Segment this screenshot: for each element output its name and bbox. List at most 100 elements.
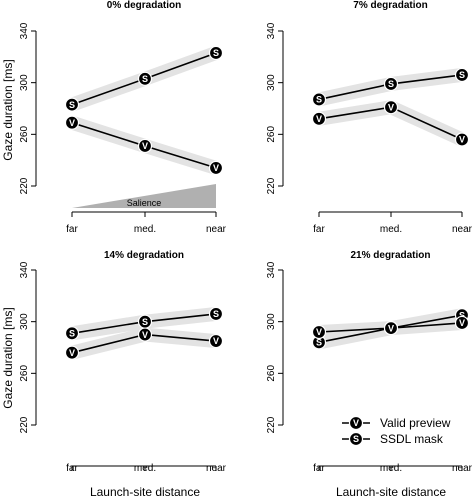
y-tick-label: 260 <box>19 365 30 382</box>
data-point-marker: S <box>142 74 148 84</box>
x-tick-label: med. <box>380 224 402 235</box>
y-tick-label: 260 <box>266 126 277 143</box>
x-axis-title: Launch-site distance <box>90 485 200 499</box>
y-tick-label: 300 <box>266 313 277 330</box>
panel-title: 21% degradation <box>350 250 430 261</box>
data-point-marker: V <box>213 336 219 346</box>
y-tick-label: 260 <box>266 365 277 382</box>
x-tick-label: far <box>66 463 78 474</box>
data-point <box>454 132 470 147</box>
y-tick-label: 300 <box>19 74 30 91</box>
data-point <box>208 160 224 176</box>
legend-label: Valid preview <box>380 416 451 430</box>
legend-label: SSDL mask <box>380 432 444 446</box>
data-point <box>383 100 399 115</box>
x-tick-label: far <box>313 224 325 235</box>
data-point <box>64 115 80 130</box>
x-tick-label: near <box>452 224 473 235</box>
y-tick-label: 340 <box>19 22 30 39</box>
data-point-marker: V <box>213 163 219 173</box>
y-tick-label: 340 <box>19 261 30 278</box>
series-s: S S S <box>64 45 224 112</box>
data-point-marker: V <box>316 327 322 337</box>
y-tick-label: 260 <box>19 126 30 143</box>
data-point-marker: S <box>69 328 75 338</box>
data-point-marker: S <box>213 309 219 319</box>
data-point <box>383 76 399 92</box>
data-point-marker: V <box>69 118 75 128</box>
x-tick-label: near <box>206 463 227 474</box>
x-tick-label: near <box>206 224 227 235</box>
data-point-marker: V <box>69 348 75 358</box>
data-point <box>208 333 224 349</box>
panel-title: 7% degradation <box>353 0 427 11</box>
x-axis-title: Launch-site distance <box>336 485 446 499</box>
panel-title: 14% degradation <box>104 250 184 261</box>
y-tick-label: 300 <box>266 74 277 91</box>
x-tick-label: med. <box>134 224 156 235</box>
data-point <box>311 324 327 340</box>
data-point-marker: V <box>459 135 465 145</box>
x-tick-label: med. <box>380 463 402 474</box>
data-point-marker: V <box>459 318 465 328</box>
data-point <box>311 92 327 107</box>
data-point <box>454 67 470 83</box>
y-tick-label: 340 <box>266 22 277 39</box>
data-point-marker: V <box>142 141 148 151</box>
series-v: V V V <box>64 115 224 176</box>
y-axis-title: Gaze duration [ms] <box>1 59 15 160</box>
series-v: V V V <box>64 327 224 360</box>
data-point <box>208 45 224 61</box>
y-tick-label: 300 <box>19 313 30 330</box>
data-point <box>137 327 153 342</box>
panel-title: 0% degradation <box>107 0 181 11</box>
series-s: S S S <box>64 306 224 341</box>
legend: V Valid preview S SSDL mask <box>342 415 451 447</box>
data-point-marker: S <box>316 338 322 348</box>
data-point-marker: S <box>213 48 219 58</box>
salience-wedge <box>72 184 216 208</box>
data-point-marker: S <box>69 100 75 110</box>
data-point-marker: V <box>316 114 322 124</box>
x-tick-label: near <box>452 463 473 474</box>
data-point <box>137 138 153 154</box>
data-point <box>137 71 153 86</box>
legend-marker <box>348 431 364 447</box>
legend-marker <box>348 415 364 431</box>
data-point-marker: S <box>316 95 322 105</box>
y-tick-label: 220 <box>266 416 277 433</box>
y-tick-label: 220 <box>19 416 30 433</box>
salience-label: Salience <box>127 198 162 208</box>
x-tick-label: med. <box>134 463 156 474</box>
data-point <box>64 326 80 341</box>
data-point <box>383 321 399 336</box>
data-point-marker: S <box>142 317 148 327</box>
data-point-marker: V <box>142 330 148 340</box>
data-point-marker: S <box>459 70 465 80</box>
data-point <box>454 315 470 331</box>
data-point-marker: V <box>388 323 394 333</box>
series-v: VVV <box>311 100 470 147</box>
data-point <box>64 345 80 360</box>
x-tick-label: far <box>313 463 325 474</box>
legend-marker-letter: S <box>353 434 359 444</box>
series-s: S S S <box>311 67 470 107</box>
x-tick-label: far <box>66 224 78 235</box>
legend-marker-letter: V <box>353 418 359 428</box>
data-point-marker: S <box>459 310 465 320</box>
data-point <box>208 306 224 322</box>
y-tick-label: 340 <box>266 261 277 278</box>
data-point <box>64 97 80 112</box>
data-point <box>311 111 327 126</box>
y-axis-title: Gaze duration [ms] <box>1 307 15 408</box>
data-point-marker: S <box>388 79 394 89</box>
y-tick-label: 220 <box>19 177 30 194</box>
y-tick-label: 220 <box>266 177 277 194</box>
